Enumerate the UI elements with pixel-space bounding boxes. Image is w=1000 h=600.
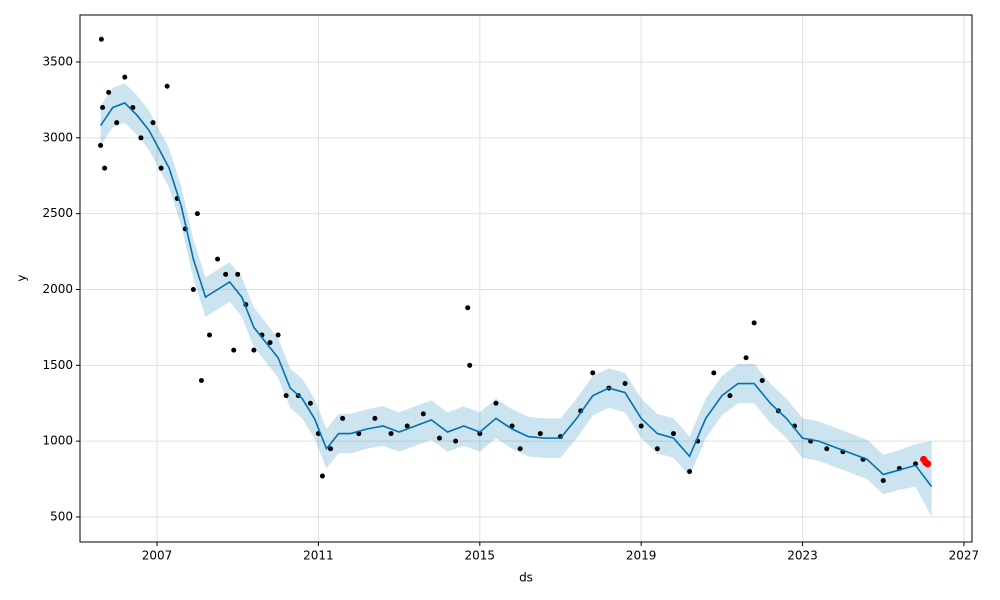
- observed-point: [517, 446, 523, 452]
- observed-point: [106, 89, 112, 95]
- observed-point: [307, 400, 313, 406]
- observed-point: [114, 120, 120, 126]
- recent-point: [924, 460, 932, 468]
- observed-point: [98, 142, 104, 148]
- observed-point: [824, 446, 830, 452]
- observed-point: [340, 415, 346, 421]
- observed-point: [711, 370, 717, 376]
- forecast-line: [99, 102, 933, 488]
- observed-point: [453, 438, 459, 444]
- y-tick-label: 2500: [42, 206, 73, 220]
- observed-point: [231, 347, 237, 353]
- observed-point: [404, 423, 410, 429]
- observed-point: [251, 347, 257, 353]
- observed-point: [388, 431, 394, 437]
- observed-point: [465, 305, 471, 311]
- observed-point: [372, 415, 378, 421]
- observed-point: [751, 320, 757, 326]
- observed-point: [670, 431, 676, 437]
- observed-point: [138, 135, 144, 141]
- x-tick-label: 2023: [787, 549, 818, 563]
- observed-point: [223, 271, 229, 277]
- observed-point: [638, 423, 644, 429]
- observed-point: [654, 446, 660, 452]
- y-tick-label: 3500: [42, 55, 73, 69]
- observed-point: [98, 36, 104, 42]
- y-tick-label: 2000: [42, 282, 73, 296]
- observed-point: [590, 370, 596, 376]
- observed-point: [436, 435, 442, 441]
- y-axis-label: y: [15, 274, 29, 281]
- observed-point: [420, 411, 426, 417]
- y-tick-label: 500: [50, 509, 73, 523]
- observed-point: [743, 355, 749, 361]
- observed-point: [150, 120, 156, 126]
- plot-frame: [79, 14, 973, 543]
- observed-point: [275, 332, 281, 338]
- y-tick-label: 3000: [42, 130, 73, 144]
- observed-point: [102, 165, 108, 171]
- x-tick-label: 2011: [303, 549, 334, 563]
- y-tick-label: 1000: [42, 434, 73, 448]
- x-tick-label: 2027: [949, 549, 980, 563]
- observed-point: [880, 478, 886, 484]
- observed-point: [100, 105, 106, 111]
- x-axis-label: ds: [519, 571, 533, 585]
- observed-point: [319, 473, 325, 479]
- uncertainty-band: [100, 83, 932, 517]
- x-tick-label: 2019: [626, 549, 657, 563]
- observed-point: [467, 362, 473, 368]
- observed-point: [194, 211, 200, 217]
- observed-point: [190, 286, 196, 292]
- observed-point: [537, 431, 543, 437]
- x-tick-label: 2007: [142, 549, 173, 563]
- observed-point: [198, 377, 204, 383]
- observed-point: [622, 381, 628, 387]
- observed-point: [283, 393, 289, 399]
- observed-point: [493, 400, 499, 406]
- observed-point: [328, 446, 334, 452]
- observed-point: [687, 468, 693, 474]
- observed-point: [727, 393, 733, 399]
- observed-point: [759, 377, 765, 383]
- observed-point: [207, 332, 213, 338]
- x-tick-label: 2015: [465, 549, 496, 563]
- observed-point: [267, 340, 273, 346]
- observed-point: [158, 165, 164, 171]
- observed-point: [164, 83, 170, 89]
- observed-point: [235, 271, 241, 277]
- observed-point: [509, 423, 515, 429]
- observed-point: [122, 74, 128, 80]
- y-tick-label: 1500: [42, 358, 73, 372]
- observed-point: [215, 256, 221, 262]
